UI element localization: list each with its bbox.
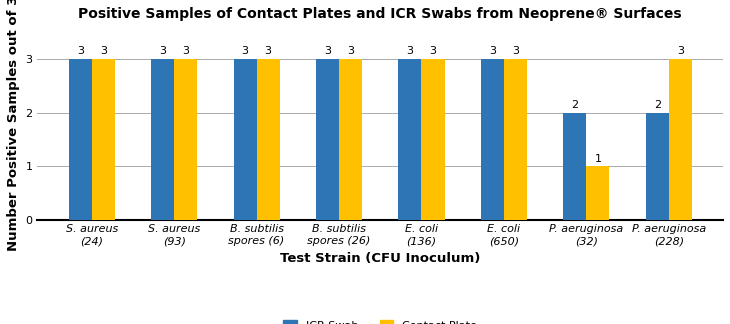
Bar xyxy=(257,59,280,220)
Text: 3: 3 xyxy=(100,46,107,56)
Text: 2: 2 xyxy=(572,100,578,110)
Text: 3: 3 xyxy=(677,46,684,56)
Text: 2: 2 xyxy=(653,100,661,110)
Bar xyxy=(504,59,527,220)
Text: 3: 3 xyxy=(429,46,437,56)
Bar xyxy=(316,59,339,220)
Bar xyxy=(151,59,174,220)
Title: Positive Samples of Contact Plates and ICR Swabs from Neoprene® Surfaces: Positive Samples of Contact Plates and I… xyxy=(78,7,682,21)
Text: 3: 3 xyxy=(242,46,249,56)
Bar xyxy=(339,59,362,220)
Text: 3: 3 xyxy=(512,46,519,56)
Bar xyxy=(421,59,445,220)
Bar xyxy=(92,59,115,220)
Bar xyxy=(69,59,92,220)
Text: 3: 3 xyxy=(324,46,331,56)
Text: 3: 3 xyxy=(265,46,272,56)
Bar xyxy=(669,59,692,220)
Text: 3: 3 xyxy=(407,46,413,56)
Bar xyxy=(586,167,610,220)
Text: 3: 3 xyxy=(159,46,166,56)
Legend: ICR Swab, Contact Plate: ICR Swab, Contact Plate xyxy=(279,315,482,324)
Text: 3: 3 xyxy=(347,46,354,56)
Bar xyxy=(481,59,504,220)
Text: 3: 3 xyxy=(489,46,496,56)
Bar xyxy=(646,112,669,220)
Bar xyxy=(399,59,421,220)
Text: 3: 3 xyxy=(182,46,189,56)
X-axis label: Test Strain (CFU Inoculum): Test Strain (CFU Inoculum) xyxy=(280,252,480,265)
Bar xyxy=(564,112,586,220)
Bar xyxy=(174,59,197,220)
Bar xyxy=(234,59,257,220)
Text: 3: 3 xyxy=(77,46,84,56)
Text: 1: 1 xyxy=(594,154,602,164)
Y-axis label: Number Positive Samples out of 3: Number Positive Samples out of 3 xyxy=(7,0,20,251)
